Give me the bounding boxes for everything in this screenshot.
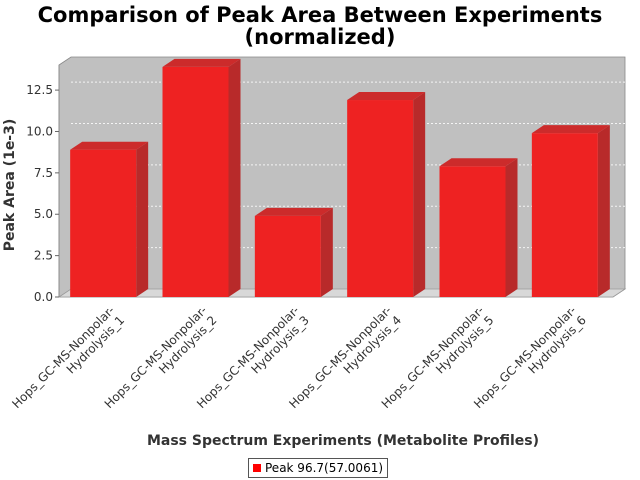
bar — [347, 100, 414, 297]
x-axis: Hops_GC-MS-Nonpolar-Hydrolysis_1Hops_GC-… — [9, 303, 588, 411]
y-tick-label: 10.0 — [26, 124, 53, 138]
bar-group — [70, 141, 149, 297]
bar-top — [439, 158, 518, 167]
bar-top — [347, 92, 426, 101]
bar — [254, 215, 321, 297]
bar-top — [70, 141, 149, 150]
y-axis-label: Peak Area (1e-3) — [2, 119, 18, 252]
x-tick-label-line: Hops_GC-MS-Nonpolar- — [9, 303, 117, 411]
bar-group — [439, 158, 518, 297]
bar — [70, 149, 137, 297]
bar-side — [597, 125, 610, 297]
chart-title: Comparison of Peak Area Between Experime… — [37, 3, 603, 27]
y-tick-label: 0.0 — [34, 290, 53, 304]
x-axis-label: Mass Spectrum Experiments (Metabolite Pr… — [147, 433, 539, 449]
legend: Peak 96.7(57.0061) — [248, 458, 389, 478]
bar-top — [531, 125, 610, 134]
chart-subtitle: (normalized) — [244, 25, 396, 49]
bar-group — [531, 125, 610, 297]
bar-side — [228, 58, 241, 298]
y-axis: 0.0 2.5 5.0 7.5 10.0 12.5 — [26, 83, 59, 304]
y-tick-label: 5.0 — [34, 207, 53, 221]
bar-top — [162, 58, 241, 67]
bar-group — [162, 58, 241, 298]
y-tick-label: 2.5 — [34, 249, 53, 263]
bar-top — [254, 207, 333, 216]
bar — [531, 133, 598, 297]
bar-side — [505, 158, 518, 297]
bar-side — [136, 141, 149, 297]
legend-swatch — [253, 464, 261, 472]
y-tick-label: 12.5 — [26, 83, 53, 97]
bar-group — [347, 92, 426, 297]
bar-side — [320, 207, 333, 297]
bar — [439, 166, 506, 297]
y-tick-label: 7.5 — [34, 166, 53, 180]
legend-label: Peak 96.7(57.0061) — [265, 461, 384, 475]
bar-side — [413, 92, 426, 297]
bars — [70, 58, 610, 298]
bar-group — [254, 207, 333, 297]
bar — [162, 66, 229, 298]
